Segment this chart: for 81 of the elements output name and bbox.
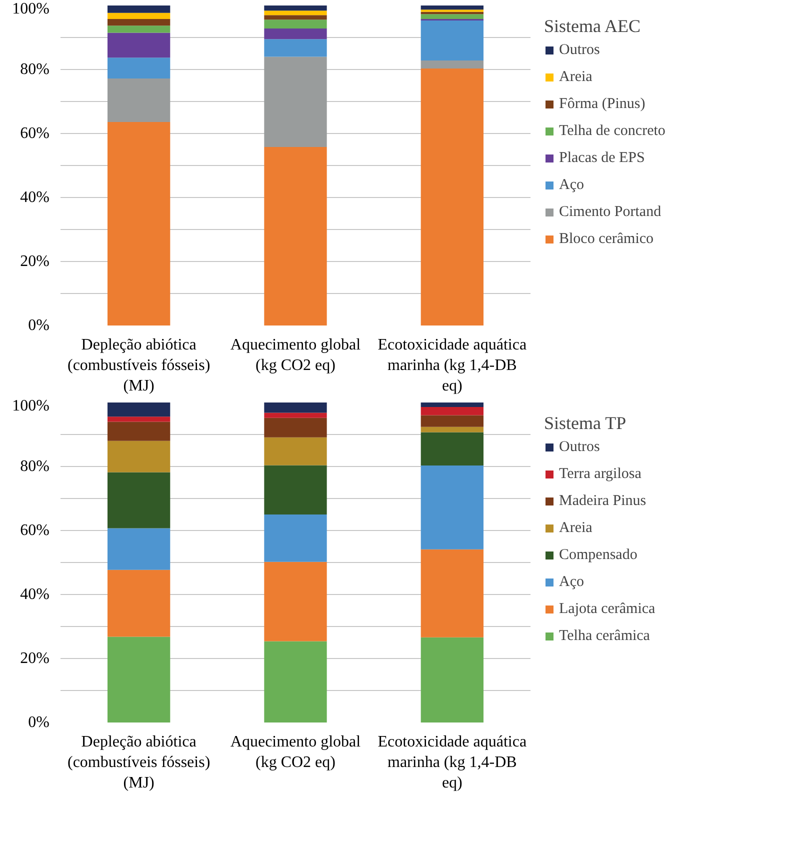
bar [420,14,484,19]
legend-label: Madeira Pinus [559,492,646,510]
bar [108,416,170,422]
bar [420,415,484,427]
bar [420,6,484,10]
legend-label: Fôrma (Pinus) [559,96,646,112]
bar [264,402,327,413]
bar [108,122,170,326]
legend-title: Sistema AEC [544,16,642,36]
bar [420,402,484,407]
y-tick-label: 40% [20,189,50,206]
bar [108,636,170,722]
x-tick-label: Ecotoxicidade aquática marinha (kg 1,4-DB eq) [378,734,527,792]
bar [264,146,327,326]
bar [264,6,327,11]
bar [420,60,484,69]
legend-label: Telha de concreto [559,122,666,140]
bar [420,406,484,416]
bar [420,426,484,432]
bar [264,514,327,562]
bar [108,58,170,78]
legend-label: Terra argilosa [559,466,642,482]
bar [420,637,484,722]
legend-label: Compensado [559,546,638,564]
x-tick-label: Aquecimento global (kg CO2 eq) [230,734,362,771]
legend-label: Outros [559,42,600,58]
legend-label: Outros [559,438,600,456]
bar [108,402,170,417]
legend-label: Placas de EPS [559,150,645,166]
y-tick-label: 20% [20,650,50,667]
bar [264,28,327,40]
bar [264,15,327,20]
y-tick-label: 100% [12,0,50,18]
y-tick-label: 60% [20,522,50,539]
legend-label: Telha cerâmica [559,628,650,644]
x-tick-label: Depleção abiótica (combustíveis fósseis) (MJ) [68,734,210,792]
bar [420,68,484,326]
bar [108,6,170,13]
bar [108,26,170,33]
bar [264,437,327,466]
bar [420,466,484,550]
bar [420,549,484,638]
bar [108,12,170,19]
y-tick-label: 0% [28,714,50,731]
bar [264,20,327,29]
y-tick-label: 80% [20,458,50,475]
bar [420,432,484,466]
bar [264,10,327,16]
bar [108,422,170,441]
bar [108,528,170,570]
legend-label: Aço [559,176,584,194]
x-tick-label: Ecotoxicidade aquática marinha (kg 1,4-DB eq) [378,336,527,394]
bar [264,39,327,57]
y-tick-label: 40% [20,586,50,603]
bar [108,570,170,637]
bar [108,440,170,472]
y-tick-label: 60% [20,125,50,142]
y-tick-label: 80% [20,61,50,78]
x-tick-label: Depleção abiótica (combustíveis fósseis) (MJ) [68,336,210,394]
x-tick-label: Aquecimento global (kg CO2 eq) [230,336,362,374]
legend-title: Sistema TP [544,412,628,434]
bar [264,56,327,147]
bar [264,418,327,438]
legend-label: Areia [559,520,592,536]
legend-label: Bloco cerâmico [559,230,654,248]
bar [108,472,170,528]
legend-label: Cimento Portand [559,204,662,220]
bar [108,18,170,26]
legend-label: Lajota cerâmica [559,600,656,618]
y-tick-label: 100% [12,398,50,414]
bar [420,20,484,61]
legend-label: Areia [559,68,592,86]
bar [108,78,170,122]
bar [108,32,170,58]
bar [264,562,327,642]
bar [264,465,327,514]
bar [264,641,327,722]
y-tick-label: 0% [28,317,50,334]
legend-label: Aço [559,574,584,590]
bar [264,412,327,418]
y-tick-label: 20% [20,253,50,270]
